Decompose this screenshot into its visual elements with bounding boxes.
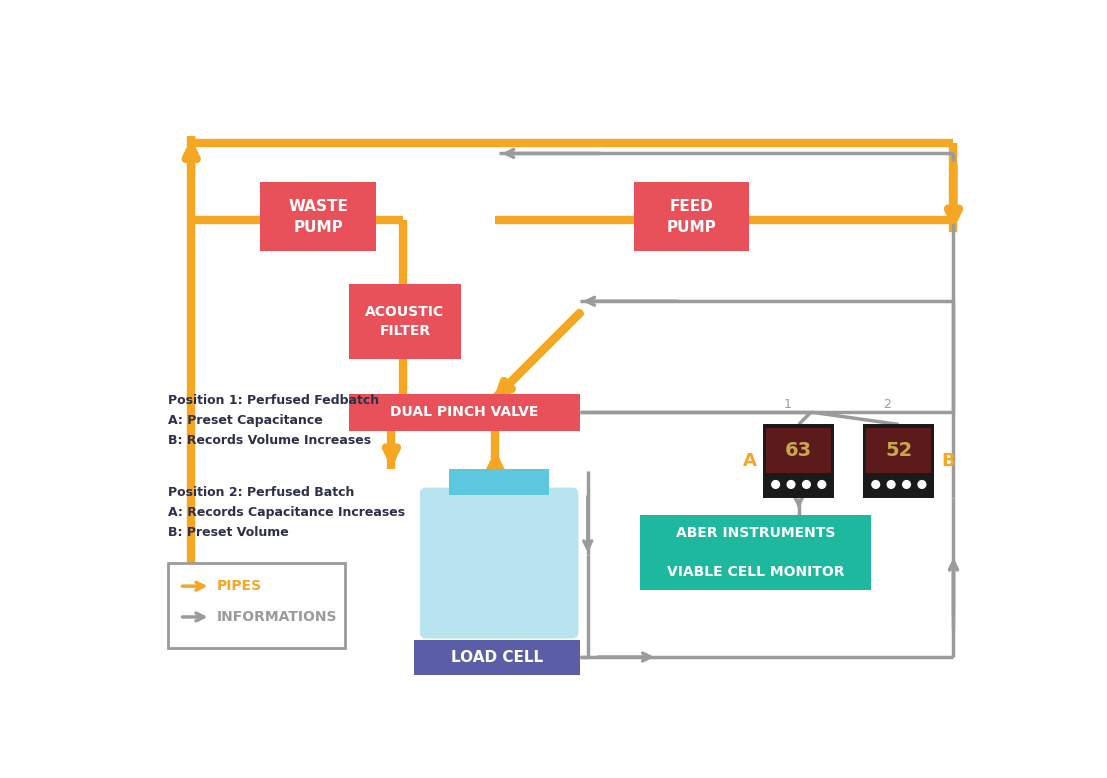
Text: LOAD CELL: LOAD CELL: [452, 650, 544, 665]
FancyBboxPatch shape: [449, 469, 549, 496]
Circle shape: [818, 481, 826, 489]
FancyBboxPatch shape: [640, 515, 871, 590]
Text: ABER INSTRUMENTS

VIABLE CELL MONITOR: ABER INSTRUMENTS VIABLE CELL MONITOR: [666, 526, 845, 579]
Text: DUAL PINCH VALVE: DUAL PINCH VALVE: [391, 405, 539, 419]
FancyBboxPatch shape: [260, 182, 376, 251]
Circle shape: [787, 481, 795, 489]
FancyBboxPatch shape: [168, 563, 345, 648]
FancyBboxPatch shape: [634, 182, 749, 251]
Circle shape: [772, 481, 779, 489]
Text: ACOUSTIC
FILTER: ACOUSTIC FILTER: [365, 305, 444, 338]
FancyBboxPatch shape: [414, 640, 580, 675]
FancyBboxPatch shape: [764, 425, 835, 498]
Circle shape: [872, 481, 880, 489]
Text: Position 1: Perfused Fedbatch
A: Preset Capacitance
B: Records Volume Increases: Position 1: Perfused Fedbatch A: Preset …: [168, 394, 380, 447]
Text: 2: 2: [883, 398, 891, 411]
Text: B: B: [941, 452, 955, 470]
Text: 63: 63: [785, 440, 813, 460]
FancyBboxPatch shape: [766, 428, 831, 473]
Text: INFORMATIONS: INFORMATIONS: [217, 610, 338, 624]
FancyBboxPatch shape: [863, 425, 934, 498]
FancyBboxPatch shape: [349, 284, 461, 359]
Circle shape: [888, 481, 894, 489]
Text: A: A: [743, 452, 756, 470]
Circle shape: [803, 481, 810, 489]
FancyBboxPatch shape: [349, 394, 580, 430]
FancyBboxPatch shape: [867, 428, 931, 473]
Text: WASTE
PUMP: WASTE PUMP: [288, 198, 349, 234]
Circle shape: [902, 481, 910, 489]
Circle shape: [918, 481, 925, 489]
FancyBboxPatch shape: [420, 488, 579, 639]
Text: 52: 52: [886, 440, 912, 460]
Text: PIPES: PIPES: [217, 579, 261, 593]
Text: Position 2: Perfused Batch
A: Records Capacitance Increases
B: Preset Volume: Position 2: Perfused Batch A: Records Ca…: [168, 486, 405, 539]
Text: 1: 1: [784, 398, 792, 411]
Text: FEED
PUMP: FEED PUMP: [666, 198, 716, 234]
